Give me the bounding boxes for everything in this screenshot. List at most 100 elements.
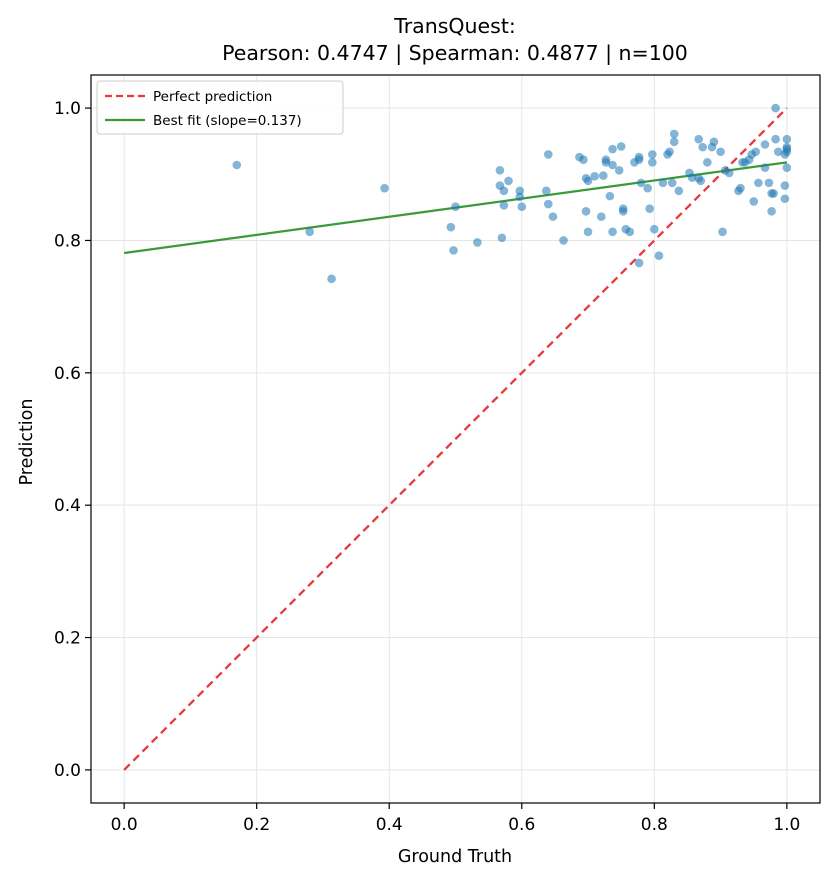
y-axis-label: Prediction (17, 399, 37, 486)
perfect-prediction-line (123, 107, 788, 771)
x-axis-label: Ground Truth (398, 847, 512, 867)
data-point-4 (446, 222, 456, 232)
data-point-46 (643, 183, 652, 193)
data-points (232, 103, 792, 284)
data-point-20 (559, 236, 568, 245)
data-point-84 (767, 207, 776, 216)
data-point-93 (782, 134, 792, 144)
data-point-18 (543, 150, 553, 159)
data-point-25 (583, 176, 593, 186)
data-point-31 (605, 191, 615, 201)
data-point-33 (608, 160, 617, 170)
data-point-2 (327, 274, 336, 284)
data-point-54 (665, 147, 674, 157)
data-point-11 (499, 201, 509, 210)
data-point-17 (541, 186, 551, 196)
data-point-45 (636, 178, 646, 188)
data-point-91 (780, 181, 790, 190)
x-tick-label-1: 0.2 (243, 815, 270, 835)
grid-lines (91, 75, 820, 803)
legend-label-bestfit: Best fit (slope=0.137) (153, 113, 302, 129)
data-point-60 (687, 173, 697, 182)
data-point-67 (709, 137, 719, 147)
y-tick-label-3: 0.6 (54, 364, 81, 384)
data-point-14 (515, 186, 525, 196)
data-point-78 (749, 197, 759, 206)
y-tick-label-4: 0.8 (54, 231, 81, 251)
y-axis-ticks: 0.0 0.2 0.4 0.6 0.8 1.0 (54, 99, 91, 781)
data-point-57 (669, 137, 679, 147)
data-point-12 (497, 233, 507, 243)
y-tick-label-0: 0.0 (54, 761, 81, 781)
data-point-24 (581, 207, 591, 216)
data-point-81 (760, 140, 770, 149)
data-point-28 (598, 171, 608, 180)
data-point-3 (380, 183, 389, 193)
data-point-89 (773, 147, 783, 157)
data-point-52 (658, 178, 668, 188)
data-point-51 (654, 251, 664, 260)
y-tick-label-5: 1.0 (54, 99, 81, 119)
data-point-97 (782, 163, 792, 172)
data-point-10 (499, 186, 509, 196)
x-axis-ticks: 0.0 0.2 0.4 0.6 0.8 1.0 (111, 803, 800, 835)
chart-title: TransQuest: (393, 14, 516, 38)
data-point-68 (716, 147, 725, 157)
y-tick-label-2: 0.4 (54, 496, 81, 516)
data-point-50 (650, 224, 659, 234)
data-point-15 (515, 192, 525, 202)
data-point-87 (771, 103, 780, 113)
data-point-92 (780, 194, 790, 204)
data-point-0 (232, 160, 242, 170)
data-point-16 (517, 202, 527, 212)
data-point-6 (451, 202, 460, 212)
x-tick-label-3: 0.6 (508, 815, 535, 835)
chart-legend: Perfect prediction Best fit (slope=0.137… (96, 80, 344, 135)
data-point-43 (634, 152, 644, 162)
legend-box (96, 80, 344, 135)
data-point-26 (583, 227, 593, 237)
data-point-64 (698, 142, 707, 152)
data-point-35 (614, 166, 624, 175)
x-tick-label-0: 0.0 (111, 815, 138, 835)
data-point-61 (694, 134, 704, 144)
data-point-69 (718, 227, 727, 237)
data-point-40 (625, 227, 635, 237)
data-point-55 (667, 178, 677, 188)
data-point-32 (608, 144, 617, 154)
data-point-88 (771, 134, 780, 144)
legend-label-perfect: Perfect prediction (153, 89, 272, 105)
data-point-27 (597, 212, 606, 221)
plot-frame (90, 74, 821, 804)
data-point-99 (543, 199, 553, 209)
data-point-5 (449, 246, 458, 255)
data-point-36 (616, 142, 626, 151)
data-point-98 (590, 171, 599, 181)
data-point-83 (764, 178, 774, 188)
data-point-8 (495, 166, 505, 175)
data-point-44 (634, 258, 644, 268)
data-point-65 (703, 158, 712, 167)
data-point-82 (760, 163, 770, 172)
data-point-49 (648, 158, 657, 167)
data-point-48 (648, 150, 657, 159)
data-point-80 (754, 178, 763, 188)
y-tick-label-1: 0.2 (54, 629, 81, 649)
data-point-38 (618, 207, 628, 216)
data-point-19 (548, 212, 558, 221)
chart-subtitle: Pearson: 0.4747 | Spearman: 0.4877 | n=1… (222, 41, 688, 66)
data-point-56 (669, 129, 679, 139)
data-point-63 (696, 176, 706, 186)
x-tick-label-4: 0.8 (641, 815, 668, 835)
data-point-7 (473, 238, 482, 247)
data-point-13 (504, 176, 513, 186)
data-point-22 (579, 155, 588, 165)
data-point-73 (736, 183, 745, 193)
data-point-47 (645, 204, 654, 213)
data-point-86 (769, 189, 778, 198)
data-point-58 (674, 186, 684, 196)
data-point-34 (608, 227, 617, 237)
axes-frame (90, 74, 821, 804)
